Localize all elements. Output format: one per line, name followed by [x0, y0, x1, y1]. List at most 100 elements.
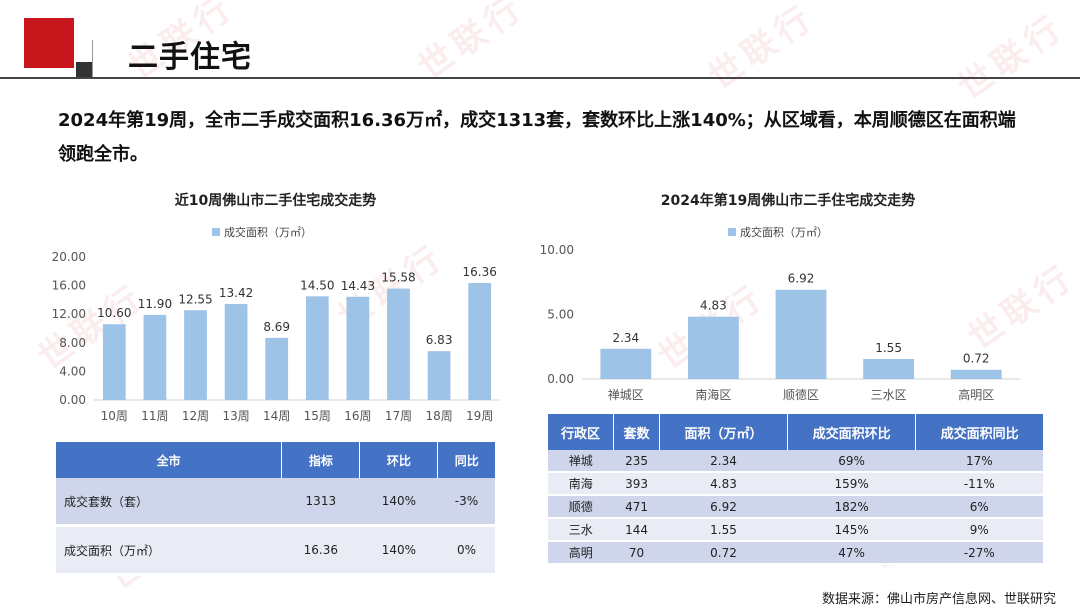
x-tick-label: 三水区 — [871, 388, 907, 402]
table-cell: 235 — [613, 450, 660, 473]
table-row: 成交面积（万㎡） 16.36 140% 0% — [56, 525, 495, 576]
table-cell: 成交套数（套） — [56, 478, 282, 527]
table-cell: 0% — [437, 525, 495, 576]
data-label: 8.69 — [263, 320, 290, 334]
bar — [224, 304, 248, 400]
y-tick-label: 0.00 — [59, 393, 86, 407]
table-row: 高明 70 0.72 47% -27% — [548, 541, 1043, 565]
table-row: 南海 393 4.83 159% -11% — [548, 472, 1043, 496]
table-cell: 70 — [613, 541, 660, 565]
bar — [346, 296, 370, 400]
table-header-cell: 成交面积同比 — [915, 414, 1043, 450]
y-tick-label: 5.00 — [547, 308, 574, 322]
bar — [950, 369, 1002, 379]
data-label: 15.58 — [381, 271, 415, 285]
bar — [387, 288, 410, 400]
table-cell: 140% — [359, 478, 438, 527]
header-decoration-red-square — [24, 18, 74, 68]
data-label: 6.83 — [426, 333, 453, 347]
y-tick-label: 20.00 — [52, 250, 86, 264]
x-tick-label: 顺德区 — [783, 387, 819, 402]
x-tick-label: 16周 — [344, 409, 371, 423]
table-row: 三水 144 1.55 145% 9% — [548, 518, 1043, 542]
x-tick-label: 19周 — [466, 409, 493, 423]
legend-swatch — [212, 228, 220, 236]
table-cell: 6% — [915, 495, 1043, 519]
table-cell: 2.34 — [659, 450, 788, 473]
table-cell: 69% — [787, 450, 916, 473]
watermark: 世联行 — [701, 0, 823, 99]
table-cell: -3% — [437, 478, 495, 527]
summary-line-1: 2024年第19周，全市二手成交面积16.36万㎡，成交1313套，套数环比上涨… — [58, 110, 1016, 131]
x-tick-label: 14周 — [263, 409, 290, 423]
table-cell: 393 — [613, 472, 660, 496]
data-label: 16.36 — [463, 265, 497, 279]
bar — [427, 351, 451, 400]
bar — [775, 289, 827, 379]
chart2-title: 2024年第19周佛山市二手住宅成交走势 — [660, 193, 916, 209]
x-tick-label: 13周 — [222, 409, 249, 423]
table-cell: 4.83 — [659, 472, 788, 496]
data-label: 10.60 — [97, 306, 131, 320]
summary-line-2: 领跑全市。 — [58, 144, 148, 165]
bar — [687, 316, 739, 379]
data-label: 12.55 — [178, 292, 212, 306]
data-label: 2.34 — [612, 331, 639, 345]
table-cell: 1313 — [281, 478, 360, 527]
watermark: 世联行 — [411, 0, 533, 89]
x-tick-label: 12周 — [182, 409, 209, 423]
bar — [102, 324, 126, 400]
data-label: 0.72 — [963, 352, 990, 366]
page-title: 二手住宅 — [128, 40, 252, 75]
table-cell: 159% — [787, 472, 916, 496]
legend-swatch — [728, 228, 736, 236]
table-row: 顺德 471 6.92 182% 6% — [548, 495, 1043, 519]
table-cell: 6.92 — [659, 495, 788, 519]
data-source-note: 数据来源：佛山市房产信息网、世联研究 — [821, 592, 1056, 607]
y-tick-label: 4.00 — [59, 364, 86, 378]
data-label: 14.43 — [341, 279, 375, 293]
table-cell: 471 — [613, 495, 660, 519]
y-tick-label: 0.00 — [547, 372, 574, 386]
table-cell: 140% — [359, 525, 438, 576]
x-tick-label: 禅城区 — [608, 388, 644, 402]
bar — [305, 296, 329, 400]
bar — [265, 337, 289, 400]
table-header-cell: 环比 — [359, 442, 439, 478]
chart1-title: 近10周佛山市二手住宅成交走势 — [174, 193, 377, 209]
x-tick-label: 10周 — [101, 409, 128, 423]
table-cell: 9% — [915, 518, 1043, 542]
table-cell: 高明 — [548, 541, 614, 565]
table-header-cell: 同比 — [437, 442, 495, 478]
summary-text: 2024年第19周，全市二手成交面积16.36万㎡，成交1313套，套数环比上涨… — [58, 104, 1048, 172]
y-tick-label: 10.00 — [540, 243, 574, 257]
y-tick-label: 8.00 — [59, 336, 86, 350]
district-table: 行政区 套数 面积（万㎡） 成交面积环比 成交面积同比 禅城 235 2.34 … — [548, 414, 1043, 565]
table-header-row: 全市 指标 环比 同比 — [56, 442, 495, 478]
chart1-weekly-trend: 成交面积（万㎡） 0.00 4.00 8.00 12.00 16.00 20.00 10.60… — [52, 225, 500, 423]
table-cell: 禅城 — [548, 450, 614, 473]
table-cell: 顺德 — [548, 495, 614, 519]
table-cell: 三水 — [548, 518, 614, 542]
bar — [468, 283, 492, 400]
chart2-district-breakdown: 成交面积（万㎡） 0.00 5.00 10.00 2.34 禅城区 4.83 南海区 6.92 顺… — [540, 225, 1020, 402]
table-cell: 0.72 — [659, 541, 788, 565]
table-cell: 17% — [915, 450, 1043, 473]
table-cell: 144 — [613, 518, 660, 542]
legend-label: 成交面积（万㎡） — [740, 225, 828, 239]
x-tick-label: 17周 — [385, 409, 412, 423]
city-summary-table: 全市 指标 环比 同比 成交套数（套） 1313 140% -3% 成交面积（万… — [56, 442, 495, 576]
data-label: 11.90 — [138, 297, 172, 311]
table-cell: 1.55 — [659, 518, 788, 542]
bar — [600, 348, 652, 379]
x-tick-label: 南海区 — [695, 387, 731, 402]
table-header-cell: 行政区 — [548, 414, 615, 450]
table-cell: 47% — [787, 541, 916, 565]
table-cell: 182% — [787, 495, 916, 519]
x-tick-label: 18周 — [425, 409, 452, 423]
table-cell: -11% — [915, 472, 1043, 496]
data-label: 4.83 — [700, 299, 727, 313]
table-cell: 16.36 — [281, 525, 360, 576]
title-divider — [0, 77, 1080, 79]
table-row: 禅城 235 2.34 69% 17% — [548, 450, 1043, 473]
